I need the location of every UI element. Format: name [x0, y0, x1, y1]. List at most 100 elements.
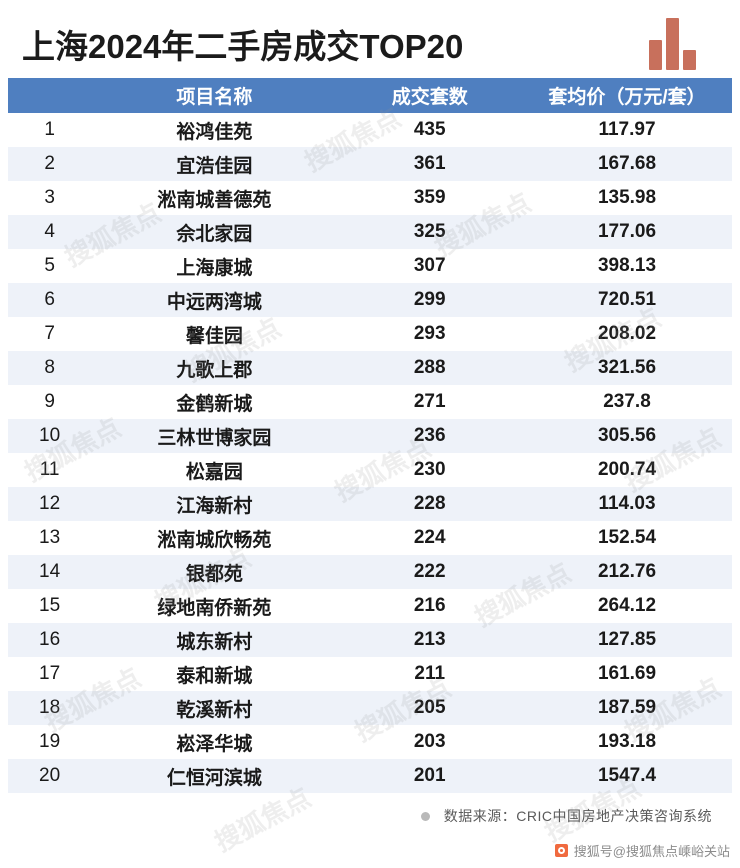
cell-name: 泰和新城: [91, 657, 338, 691]
cell-name: 裕鸿佳苑: [91, 113, 338, 147]
table-row: 3 淞南城善德苑 359 135.98: [8, 181, 732, 215]
cell-rank: 11: [8, 453, 92, 487]
cell-rank: 1: [8, 113, 92, 147]
cell-price: 127.85: [522, 623, 732, 657]
cell-rank: 4: [8, 215, 92, 249]
cell-name: 中远两湾城: [91, 283, 338, 317]
cell-count: 203: [337, 725, 523, 759]
cell-rank: 16: [8, 623, 92, 657]
cell-count: 236: [337, 419, 523, 453]
cell-count: 361: [337, 147, 523, 181]
cell-price: 208.02: [522, 317, 732, 351]
col-count: 成交套数: [337, 78, 523, 113]
cell-rank: 10: [8, 419, 92, 453]
cell-count: 211: [337, 657, 523, 691]
cell-rank: 19: [8, 725, 92, 759]
cell-name: 乾溪新村: [91, 691, 338, 725]
cell-price: 200.74: [522, 453, 732, 487]
header: 上海2024年二手房成交TOP20: [0, 0, 740, 78]
cell-price: 237.8: [522, 385, 732, 419]
cell-name: 绿地南侨新苑: [91, 589, 338, 623]
cell-name: 仁恒河滨城: [91, 759, 338, 793]
table-row: 13 淞南城欣畅苑 224 152.54: [8, 521, 732, 555]
cell-price: 187.59: [522, 691, 732, 725]
table-header: 项目名称 成交套数 套均价（万元/套）: [8, 78, 732, 113]
cell-count: 228: [337, 487, 523, 521]
cell-name: 淞南城善德苑: [91, 181, 338, 215]
cell-price: 321.56: [522, 351, 732, 385]
bullet-icon: [420, 811, 430, 821]
cell-name: 佘北家园: [91, 215, 338, 249]
table-row: 7 馨佳园 293 208.02: [8, 317, 732, 351]
table-row: 14 银都苑 222 212.76: [8, 555, 732, 589]
table-row: 10 三林世博家园 236 305.56: [8, 419, 732, 453]
cell-price: 193.18: [522, 725, 732, 759]
cell-rank: 6: [8, 283, 92, 317]
cell-price: 1547.4: [522, 759, 732, 793]
table-row: 1 裕鸿佳苑 435 117.97: [8, 113, 732, 147]
cell-price: 720.51: [522, 283, 732, 317]
cell-name: 崧泽华城: [91, 725, 338, 759]
cell-rank: 20: [8, 759, 92, 793]
cell-rank: 2: [8, 147, 92, 181]
cell-rank: 14: [8, 555, 92, 589]
col-name: 项目名称: [91, 78, 338, 113]
cell-price: 152.54: [522, 521, 732, 555]
col-price: 套均价（万元/套）: [522, 78, 732, 113]
bar-chart-logo-icon: [649, 18, 696, 70]
cell-count: 271: [337, 385, 523, 419]
table-header-row: 项目名称 成交套数 套均价（万元/套）: [8, 78, 732, 113]
table-body: 1 裕鸿佳苑 435 117.97 2 宜浩佳园 361 167.68 3 淞南城善德苑 359…: [8, 113, 732, 793]
cell-rank: 15: [8, 589, 92, 623]
credit: 搜狐号@搜狐焦点嵊峪关站: [554, 841, 730, 860]
cell-price: 305.56: [522, 419, 732, 453]
table-row: 11 松嘉园 230 200.74: [8, 453, 732, 487]
cell-name: 三林世博家园: [91, 419, 338, 453]
table-row: 2 宜浩佳园 361 167.68: [8, 147, 732, 181]
cell-price: 264.12: [522, 589, 732, 623]
sohu-logo-icon: [554, 844, 568, 857]
table-row: 8 九歌上郡 288 321.56: [8, 351, 732, 385]
cell-rank: 12: [8, 487, 92, 521]
cell-rank: 3: [8, 181, 92, 215]
table-row: 17 泰和新城 211 161.69: [8, 657, 732, 691]
table-row: 15 绿地南侨新苑 216 264.12: [8, 589, 732, 623]
cell-name: 松嘉园: [91, 453, 338, 487]
cell-name: 上海康城: [91, 249, 338, 283]
table-row: 5 上海康城 307 398.13: [8, 249, 732, 283]
col-rank: [8, 78, 92, 113]
cell-price: 161.69: [522, 657, 732, 691]
table-row: 6 中远两湾城 299 720.51: [8, 283, 732, 317]
cell-count: 288: [337, 351, 523, 385]
cell-count: 224: [337, 521, 523, 555]
cell-name: 江海新村: [91, 487, 338, 521]
cell-price: 177.06: [522, 215, 732, 249]
cell-name: 金鹤新城: [91, 385, 338, 419]
cell-count: 307: [337, 249, 523, 283]
cell-rank: 5: [8, 249, 92, 283]
cell-price: 135.98: [522, 181, 732, 215]
cell-price: 117.97: [522, 113, 732, 147]
cell-price: 114.03: [522, 487, 732, 521]
table-row: 16 城东新村 213 127.85: [8, 623, 732, 657]
cell-rank: 17: [8, 657, 92, 691]
cell-price: 167.68: [522, 147, 732, 181]
data-source-text: 数据来源：CRIC中国房地产决策咨询系统: [443, 808, 712, 824]
credit-text: 搜狐号@搜狐焦点嵊峪关站: [573, 844, 730, 859]
footer: 数据来源：CRIC中国房地产决策咨询系统: [0, 806, 740, 826]
cell-price: 212.76: [522, 555, 732, 589]
cell-count: 293: [337, 317, 523, 351]
cell-count: 325: [337, 215, 523, 249]
page-title: 上海2024年二手房成交TOP20: [22, 28, 464, 65]
cell-name: 淞南城欣畅苑: [91, 521, 338, 555]
cell-name: 九歌上郡: [91, 351, 338, 385]
cell-rank: 13: [8, 521, 92, 555]
cell-rank: 8: [8, 351, 92, 385]
cell-count: 222: [337, 555, 523, 589]
table-row: 20 仁恒河滨城 201 1547.4: [8, 759, 732, 793]
table-row: 19 崧泽华城 203 193.18: [8, 725, 732, 759]
ranking-table: 项目名称 成交套数 套均价（万元/套） 1 裕鸿佳苑 435 117.97 2 宜浩佳园…: [8, 78, 732, 793]
cell-count: 435: [337, 113, 523, 147]
cell-rank: 9: [8, 385, 92, 419]
